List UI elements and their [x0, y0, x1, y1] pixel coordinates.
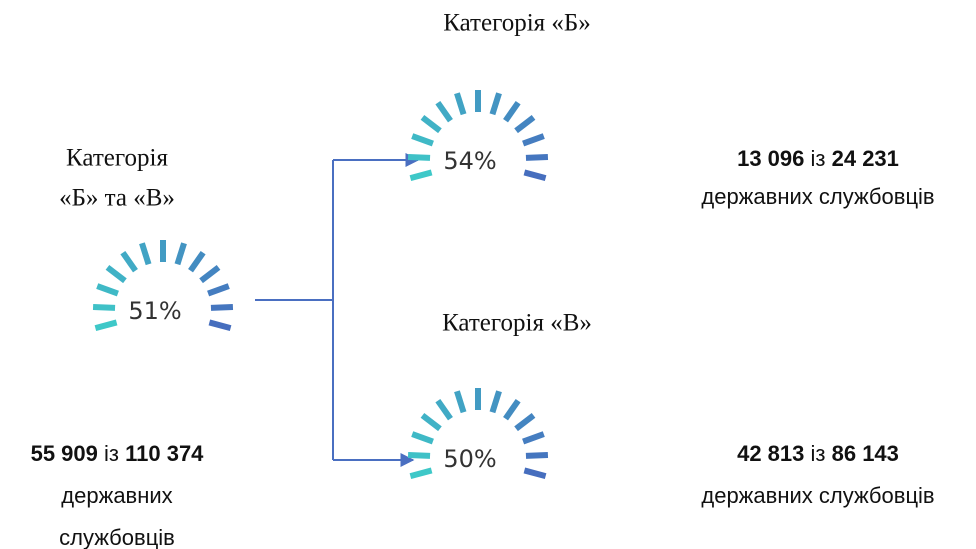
gauge-tick	[199, 265, 221, 284]
gauge-tick	[454, 390, 467, 414]
node-title: Категорія «В»	[442, 310, 592, 337]
gauge-tick	[92, 303, 116, 311]
gauge-tick	[420, 115, 442, 134]
count: 55 909	[31, 441, 98, 466]
gauge-tick	[435, 398, 453, 421]
gauge-tick	[522, 431, 545, 445]
total: 24 231	[832, 146, 899, 171]
gauge-tick	[139, 242, 152, 266]
gauge-tick	[525, 451, 549, 459]
node-title: Категорія «Б»	[443, 10, 591, 37]
gauge-tick	[489, 390, 502, 414]
gauge-tick	[454, 92, 467, 116]
count: 42 813	[737, 441, 804, 466]
gauge	[407, 90, 549, 182]
gauge-tick	[411, 431, 434, 445]
gauge-tick	[407, 451, 431, 459]
gauge-tick	[210, 303, 234, 311]
gauge-tick	[503, 100, 521, 123]
gauge-tick	[514, 413, 536, 432]
gauge-tick	[514, 115, 536, 134]
gauge-tick	[420, 413, 442, 432]
count: 13 096	[737, 146, 804, 171]
gauge-percent: 54%	[443, 147, 496, 175]
node-title: «Б» та «В»	[59, 185, 175, 212]
gauge-tick	[411, 133, 434, 147]
joiner: із	[104, 441, 119, 466]
total: 110 374	[125, 441, 204, 466]
gauge-tick	[105, 265, 127, 284]
gauge	[92, 240, 234, 332]
connectors	[255, 153, 420, 467]
gauge-percent: 51%	[128, 297, 181, 325]
gauge-tick	[407, 153, 431, 161]
caption: державних службовців	[701, 184, 934, 209]
count-line: 42 813 із 86 143	[737, 441, 899, 466]
gauge-tick	[523, 467, 547, 480]
gauge-tick	[503, 398, 521, 421]
total: 86 143	[832, 441, 899, 466]
gauge-tick	[94, 319, 118, 332]
gauge-tick	[120, 250, 138, 273]
gauge-tick	[208, 319, 232, 332]
caption: службовців	[59, 525, 175, 549]
gauge-tick	[188, 250, 206, 273]
gauge	[407, 388, 549, 480]
caption: державних службовців	[701, 483, 934, 508]
gauge-tick	[522, 133, 545, 147]
gauge-tick	[523, 169, 547, 182]
joiner: із	[811, 441, 826, 466]
gauge-tick	[96, 283, 119, 297]
gauge-tick	[409, 467, 433, 480]
gauge-tick	[435, 100, 453, 123]
gauge-tick	[174, 242, 187, 266]
caption: державних	[61, 483, 172, 508]
gauge-tick	[489, 92, 502, 116]
gauge-tick	[207, 283, 230, 297]
node-title: Категорія	[66, 145, 168, 172]
count-line: 13 096 із 24 231	[737, 146, 899, 171]
joiner: із	[811, 146, 826, 171]
gauge-tick	[525, 153, 549, 161]
gauge-tick	[409, 169, 433, 182]
gauge-percent: 50%	[443, 445, 496, 473]
count-line: 55 909 із 110 374	[31, 441, 205, 466]
